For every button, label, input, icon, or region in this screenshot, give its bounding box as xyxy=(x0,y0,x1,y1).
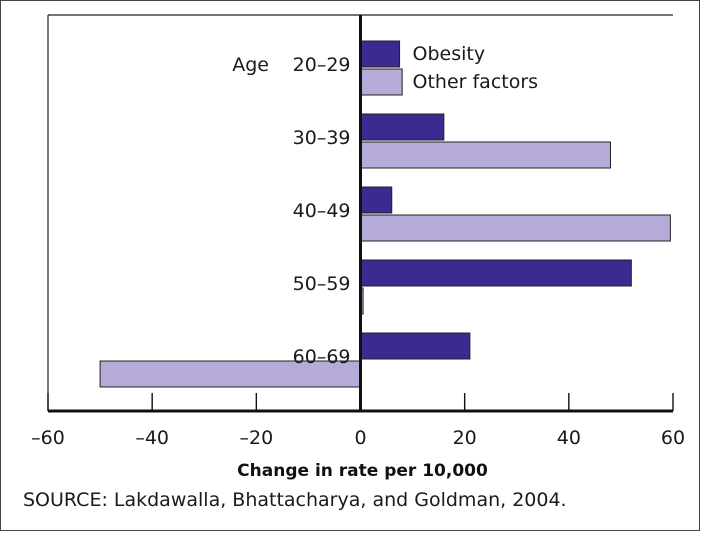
bar-other-factors-20–29 xyxy=(360,68,403,96)
x-tick-label: 20 xyxy=(453,427,477,449)
x-tick-label: –40 xyxy=(135,427,169,449)
bar-obesity-30–39 xyxy=(360,113,445,141)
bar-obesity-40–49 xyxy=(360,186,393,214)
source-note: SOURCE: Lakdawalla, Bhattacharya, and Go… xyxy=(23,489,567,511)
bar-obesity-20–29 xyxy=(360,40,401,68)
x-tick-label: 0 xyxy=(354,427,366,449)
x-tick-label: 40 xyxy=(557,427,581,449)
bar-other-factors-60–69 xyxy=(99,360,361,388)
bar-obesity-50–59 xyxy=(360,259,632,287)
bar-obesity-60–69 xyxy=(360,332,471,360)
x-tick-label: –60 xyxy=(31,427,65,449)
legend-label: Other factors xyxy=(413,71,539,93)
category-label: 60–69 xyxy=(293,346,351,368)
category-label: 50–59 xyxy=(293,273,351,295)
bar-other-factors-30–39 xyxy=(360,141,611,169)
legend-label: Obesity xyxy=(413,43,486,65)
category-label: 20–29 xyxy=(293,54,351,76)
x-tick-label: 60 xyxy=(661,427,685,449)
x-tick-label: –20 xyxy=(239,427,273,449)
category-label: 40–49 xyxy=(293,200,351,222)
bar-other-factors-40–49 xyxy=(360,214,671,242)
category-label: 30–39 xyxy=(293,127,351,149)
x-axis-title: Change in rate per 10,000 xyxy=(237,461,488,481)
category-axis-title: Age xyxy=(232,54,269,76)
